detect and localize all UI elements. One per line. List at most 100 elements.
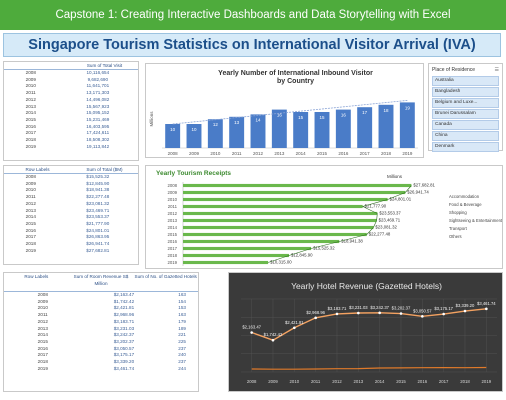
table-row: 2010 $2,421.81 153 — [4, 305, 198, 312]
table-row: 2017 17,424,611 — [4, 130, 138, 137]
table-cell: 163 — [166, 312, 198, 319]
data-label: 15 — [298, 115, 304, 120]
table-cell: 2013 — [4, 104, 58, 111]
table-cell: 14,496,082 — [58, 97, 138, 104]
data-label: 12 — [213, 122, 219, 127]
x-tick-label: 2012 — [253, 151, 264, 156]
data-label: $2,968.96 — [306, 310, 325, 315]
table-header-cell — [4, 62, 71, 69]
table-cell: $15,525.32 — [58, 174, 138, 181]
table-row: 2015 $3,202.37 225 — [4, 339, 198, 346]
table-cell: $26,863.95 — [58, 234, 138, 241]
visitor-bar-chart-svg: Yearly Number of International Inbound V… — [146, 64, 424, 158]
table-row: 2018 18,508,302 — [4, 137, 138, 144]
bar — [183, 226, 373, 229]
table-row: 2014 15,095,152 — [4, 110, 138, 117]
table-cell: $21,777.90 — [58, 221, 138, 228]
revenue-point — [442, 313, 445, 316]
slicer-item[interactable]: Bangladesh — [432, 87, 499, 97]
data-label: 15 — [319, 115, 325, 120]
legend-item: Sightseeing & Entertainment — [449, 218, 503, 223]
x-tick-label: 2008 — [247, 379, 257, 384]
data-label: $3,050.57 — [413, 308, 432, 313]
table-row: 2008 10,116,654 — [4, 70, 138, 77]
table-row: 2013 $23,469.71 — [4, 208, 138, 215]
revenue-point — [464, 310, 467, 313]
slicer-item[interactable]: China — [432, 131, 499, 141]
y-tick-label: 2018 — [167, 253, 177, 258]
table-cell: 2009 — [4, 299, 82, 306]
table-row: 2016 $24,801.01 — [4, 228, 138, 235]
slicer-item[interactable]: Belgium and Luxe... — [432, 98, 499, 108]
table-cell: $26,941.74 — [58, 241, 138, 248]
table-header: Row Labels Sum of Total ($M) — [4, 166, 138, 174]
table-cell: 2018 — [4, 137, 58, 144]
revenue-point — [400, 312, 403, 315]
y-tick-label: 2017 — [167, 246, 177, 251]
slicer-item[interactable]: Australia — [432, 76, 499, 86]
data-label: $3,175.17 — [434, 306, 453, 311]
data-label: $15,525.32 — [313, 246, 335, 251]
data-label: 14 — [255, 117, 261, 122]
chart-title-line2: by Country — [277, 78, 314, 85]
revenue-point — [250, 331, 253, 334]
chart-title: Yearly Hotel Revenue (Gazetted Hotels) — [291, 281, 442, 291]
x-tick-label: 2010 — [210, 151, 221, 156]
receipts-bar-chart-svg: Yearly Tourism Receipts Millions 2008 $27,6… — [146, 166, 503, 269]
table-row: 2011 $22,277.48 — [4, 194, 138, 201]
data-label: 13 — [234, 120, 240, 125]
legend-item: Transport — [449, 226, 468, 231]
filter-icon[interactable]: ☰ — [495, 67, 499, 73]
slicer-item[interactable]: Canada — [432, 120, 499, 130]
table-cell: 2019 — [4, 248, 58, 255]
table-header-cell: Row Labels — [4, 166, 71, 173]
x-tick-label: 2016 — [338, 151, 349, 156]
data-label: 16 — [341, 113, 347, 118]
data-label: 10 — [170, 127, 176, 132]
slicer-title: Place of Residence — [432, 67, 475, 73]
table-cell: $3,183.71 — [82, 319, 167, 326]
data-label: $23,553.37 — [379, 211, 401, 216]
table-row: 2019 $3,461.74 244 — [4, 366, 198, 373]
slicer-item[interactable]: Denmark — [432, 142, 499, 152]
table-row: 2014 $23,553.37 — [4, 214, 138, 221]
legend-item: Shopping — [449, 210, 467, 215]
data-label: $10,315.00 — [270, 260, 292, 265]
table-cell: 2018 — [4, 241, 58, 248]
table-cell: 2016 — [4, 124, 58, 131]
country-slicer[interactable]: Place of Residence ☰ Australia Bangladesh… — [428, 63, 503, 151]
y-tick-label: 2016 — [167, 239, 177, 244]
x-tick-label: 2009 — [189, 151, 200, 156]
slicer-item[interactable]: Brunei Darussalam — [432, 109, 499, 119]
table-cell: 10,116,654 — [58, 70, 138, 77]
table-row: 2010 11,641,701 — [4, 83, 138, 90]
data-label: $12,845.90 — [291, 253, 313, 258]
data-label: $22,277.48 — [369, 232, 391, 237]
table-row: 2014 $3,242.37 221 — [4, 332, 198, 339]
data-label: $3,461.74 — [477, 301, 496, 306]
data-label: 17 — [362, 110, 368, 115]
table-cell: $2,163.47 — [82, 292, 167, 299]
table-header: Sum of Total Visit — [4, 62, 138, 70]
table-row: 2010 $18,941.38 — [4, 187, 138, 194]
y-tick-label: 2015 — [167, 232, 177, 237]
legend-item: Accommodation — [449, 194, 480, 199]
data-label: $18,941.38 — [341, 239, 363, 244]
y-tick-label: 2019 — [167, 260, 177, 265]
table-row: 2016 16,403,595 — [4, 124, 138, 131]
table-row: 2011 $2,968.96 163 — [4, 312, 198, 319]
visitor-bar-chart: Yearly Number of International Inbound V… — [145, 63, 424, 158]
data-label: 18 — [383, 108, 389, 113]
y-axis-label: Millions — [149, 111, 154, 127]
x-tick-label: 2018 — [381, 151, 392, 156]
table-cell: 2019 — [4, 366, 82, 373]
table-cell: 9,682,690 — [58, 77, 138, 84]
x-tick-label: 2010 — [290, 379, 300, 384]
data-label: $3,183.71 — [328, 306, 347, 311]
x-tick-label: 2019 — [482, 379, 492, 384]
table-cell: 189 — [166, 326, 198, 333]
table-cell: 2011 — [4, 312, 82, 319]
table-cell: $3,231.03 — [82, 326, 167, 333]
table-cell: $24,801.01 — [58, 228, 138, 235]
chart-title: Yearly Tourism Receipts — [156, 170, 231, 177]
